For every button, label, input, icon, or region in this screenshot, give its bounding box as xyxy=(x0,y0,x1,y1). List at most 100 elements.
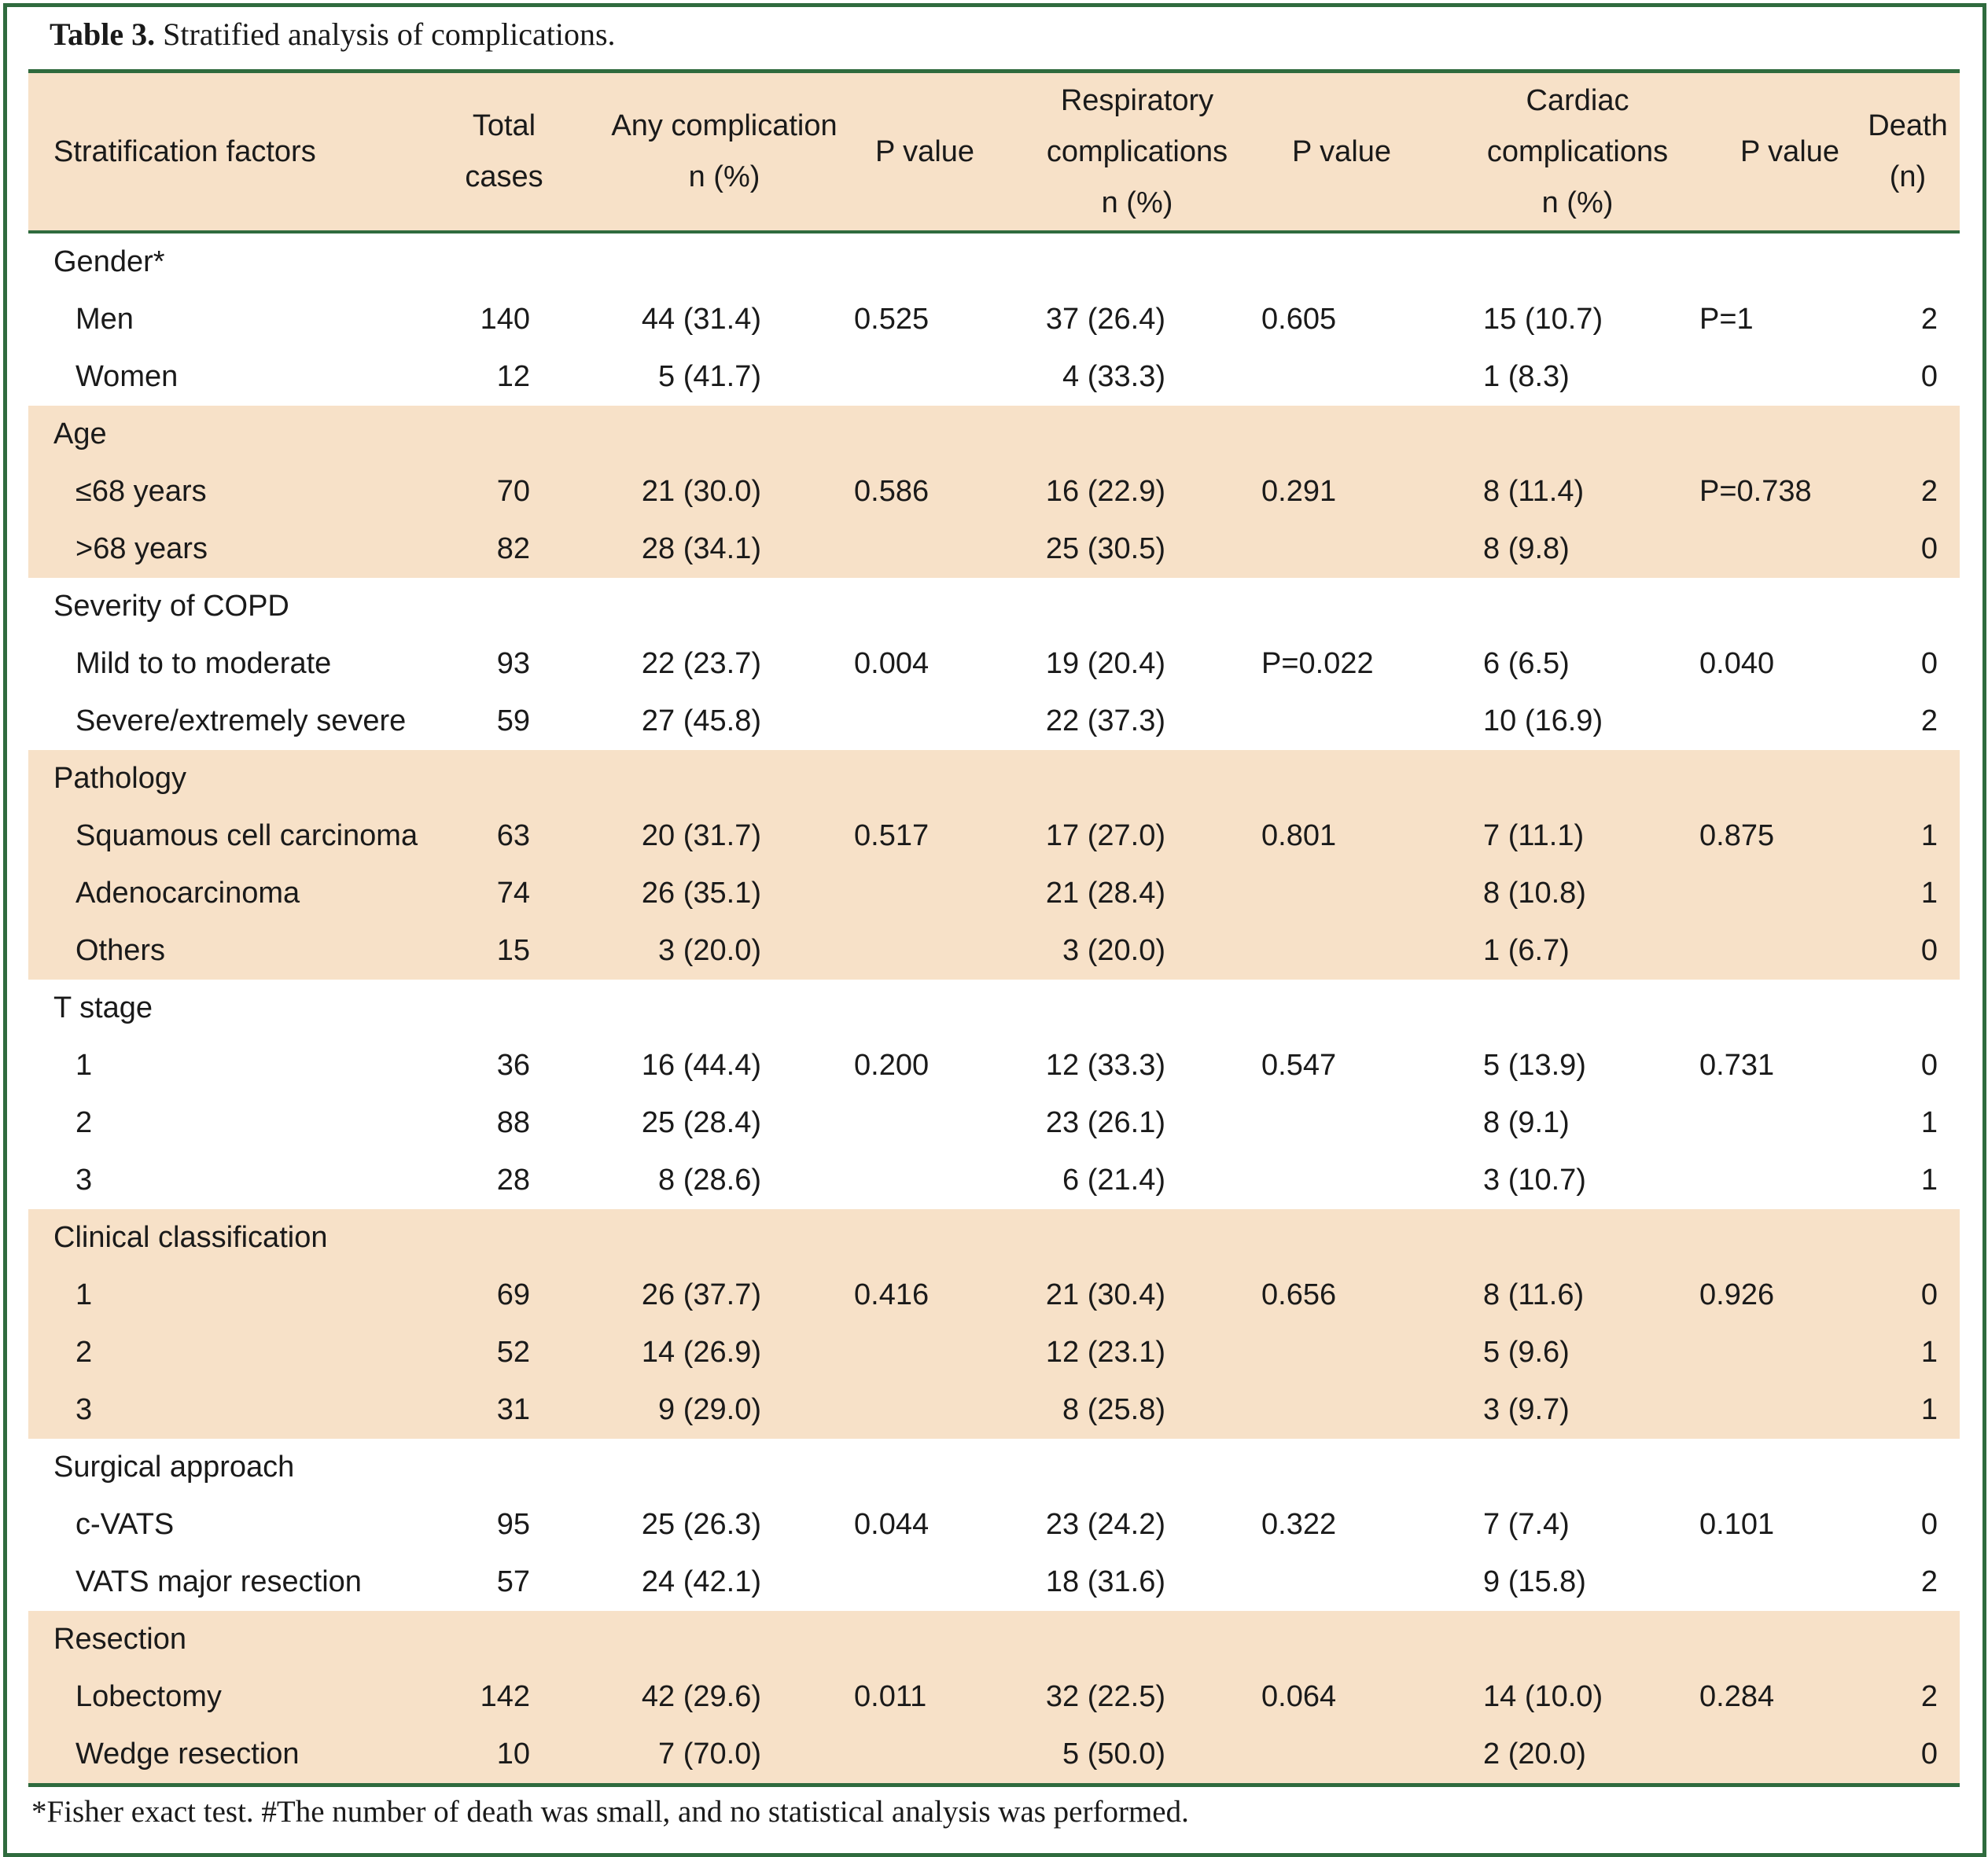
group-band: Severity of COPD Mild to to moderate 93 22 … xyxy=(28,578,1960,750)
cell-p2: 0.322 xyxy=(1261,1508,1337,1541)
cell-total: 69 xyxy=(496,1278,530,1311)
cell-card: 3 (9.7) xyxy=(1483,1393,1570,1426)
row-label: c-VATS xyxy=(75,1508,175,1541)
column-header-line: complications xyxy=(1486,134,1669,168)
cell-p2: P=0.022 xyxy=(1261,647,1374,680)
row-label: Wedge resection xyxy=(75,1737,300,1771)
cell-death: 1 xyxy=(1920,1336,1938,1369)
cell-card: 14 (10.0) xyxy=(1483,1680,1603,1713)
group-title: Gender* xyxy=(53,245,165,278)
column-header: Stratification factors xyxy=(53,73,384,230)
row-label: Squamous cell carcinoma xyxy=(75,819,418,852)
cell-death: 2 xyxy=(1920,303,1938,336)
cell-resp: 8 (25.8) xyxy=(1062,1393,1165,1426)
cell-card: 1 (6.7) xyxy=(1483,934,1570,967)
cell-death: 2 xyxy=(1920,1565,1938,1598)
group-title: Pathology xyxy=(53,762,187,795)
table-row: Mild to to moderate 93 22 (23.7) 0.004 19 (2… xyxy=(28,635,1960,693)
row-label: 3 xyxy=(75,1164,93,1197)
table-row: Lobectomy 142 42 (29.6) 0.011 32 (22.5) 0.064… xyxy=(28,1668,1960,1726)
row-label: VATS major resection xyxy=(75,1565,362,1598)
cell-any: 25 (28.4) xyxy=(641,1106,761,1139)
cell-p2: 0.605 xyxy=(1261,303,1337,336)
table-row: >68 years 82 28 (34.1) 25 (30.5) 8 (9.8) 0 xyxy=(28,520,1960,578)
group-band: Pathology Squamous cell carcinoma 63 20 (31… xyxy=(28,750,1960,980)
column-header-line: n (%) xyxy=(1101,186,1173,219)
cell-any: 28 (34.1) xyxy=(641,532,761,565)
table-row: Squamous cell carcinoma 63 20 (31.7) 0.517 1… xyxy=(28,807,1960,865)
cell-p2: 0.547 xyxy=(1261,1049,1337,1082)
table-caption: Table 3. Stratified analysis of complica… xyxy=(50,16,616,53)
cell-resp: 3 (20.0) xyxy=(1062,934,1165,967)
column-header-line: Respiratory xyxy=(1060,83,1214,117)
group-title: Clinical classification xyxy=(53,1221,328,1254)
cell-total: 88 xyxy=(496,1106,530,1139)
cell-any: 14 (26.9) xyxy=(641,1336,761,1369)
cell-death: 0 xyxy=(1920,1049,1938,1082)
cell-total: 28 xyxy=(496,1164,530,1197)
column-header: Cardiac complications n (%) xyxy=(1412,73,1743,230)
cell-resp: 12 (23.1) xyxy=(1045,1336,1165,1369)
column-header: P value xyxy=(1695,73,1884,230)
column-header-line: (n) xyxy=(1889,160,1927,193)
table-row: ≤68 years 70 21 (30.0) 0.586 16 (22.9) 0.291 8… xyxy=(28,463,1960,520)
cell-total: 93 xyxy=(496,647,530,680)
cell-p2: 0.801 xyxy=(1261,819,1337,852)
cell-card: 7 (7.4) xyxy=(1483,1508,1570,1541)
column-header-line: Any complication xyxy=(611,109,838,142)
cell-card: 5 (13.9) xyxy=(1483,1049,1586,1082)
cell-card: 10 (16.9) xyxy=(1483,704,1603,737)
row-label: 2 xyxy=(75,1336,93,1369)
row-label: Mild to to moderate xyxy=(75,647,332,680)
group-band: Gender* Men 140 44 (31.4) 0.525 37 (26.4) 0.60… xyxy=(28,234,1960,406)
column-header-line: complications xyxy=(1046,134,1228,168)
group-header-row: Surgical approach xyxy=(28,1439,1960,1496)
group-header-row: Pathology xyxy=(28,750,1960,807)
cell-card: 7 (11.1) xyxy=(1483,819,1585,852)
group-title: Resection xyxy=(53,1623,186,1656)
row-label: Women xyxy=(75,360,179,393)
cell-any: 26 (35.1) xyxy=(641,877,761,910)
group-title: Surgical approach xyxy=(53,1451,295,1484)
cell-any: 24 (42.1) xyxy=(641,1565,761,1598)
group-header-row: Gender* xyxy=(28,234,1960,291)
cell-resp: 19 (20.4) xyxy=(1045,647,1165,680)
cell-p1: 0.517 xyxy=(854,819,930,852)
cell-p3: 0.731 xyxy=(1699,1049,1775,1082)
table-row: 2 88 25 (28.4) 23 (26.1) 8 (9.1) 1 xyxy=(28,1094,1960,1152)
cell-resp: 23 (24.2) xyxy=(1045,1508,1165,1541)
cell-p2: 0.291 xyxy=(1261,475,1337,508)
table-bottom-rule xyxy=(28,1783,1960,1787)
row-label: 3 xyxy=(75,1393,93,1426)
cell-total: 57 xyxy=(496,1565,530,1598)
complications-table: Stratification factors Total cases Any comp… xyxy=(28,69,1960,1787)
cell-death: 1 xyxy=(1920,877,1938,910)
table-row: 3 28 8 (28.6) 6 (21.4) 3 (10.7) 1 xyxy=(28,1152,1960,1209)
cell-death: 0 xyxy=(1920,532,1938,565)
cell-total: 10 xyxy=(496,1737,530,1771)
cell-any: 25 (26.3) xyxy=(641,1508,761,1541)
cell-resp: 22 (37.3) xyxy=(1045,704,1165,737)
group-band: Clinical classification 1 69 26 (37.7) 0.416… xyxy=(28,1209,1960,1439)
cell-p2: 0.656 xyxy=(1261,1278,1337,1311)
column-header-line: n (%) xyxy=(1541,186,1614,219)
cell-total: 63 xyxy=(496,819,530,852)
group-header-row: Age xyxy=(28,406,1960,463)
cell-any: 21 (30.0) xyxy=(641,475,761,508)
column-header-line: Stratification factors xyxy=(53,134,316,168)
table-row: Women 12 5 (41.7) 4 (33.3) 1 (8.3) 0 xyxy=(28,348,1960,406)
cell-p3: 0.875 xyxy=(1699,819,1775,852)
row-label: Others xyxy=(75,934,166,967)
cell-p1: 0.044 xyxy=(854,1508,930,1541)
cell-any: 16 (44.4) xyxy=(641,1049,761,1082)
cell-resp: 12 (33.3) xyxy=(1045,1049,1165,1082)
cell-total: 140 xyxy=(480,303,530,336)
row-label: 1 xyxy=(75,1049,93,1082)
cell-any: 5 (41.7) xyxy=(658,360,761,393)
column-header: P value xyxy=(1263,73,1420,230)
table-row: 1 69 26 (37.7) 0.416 21 (30.4) 0.656 8 (11.6) 0… xyxy=(28,1267,1960,1324)
cell-p1: 0.200 xyxy=(854,1049,930,1082)
group-title: Age xyxy=(53,417,107,450)
table-row: c-VATS 95 25 (26.3) 0.044 23 (24.2) 0.322 7 (7… xyxy=(28,1496,1960,1554)
table-row: 3 31 9 (29.0) 8 (25.8) 3 (9.7) 1 xyxy=(28,1381,1960,1439)
